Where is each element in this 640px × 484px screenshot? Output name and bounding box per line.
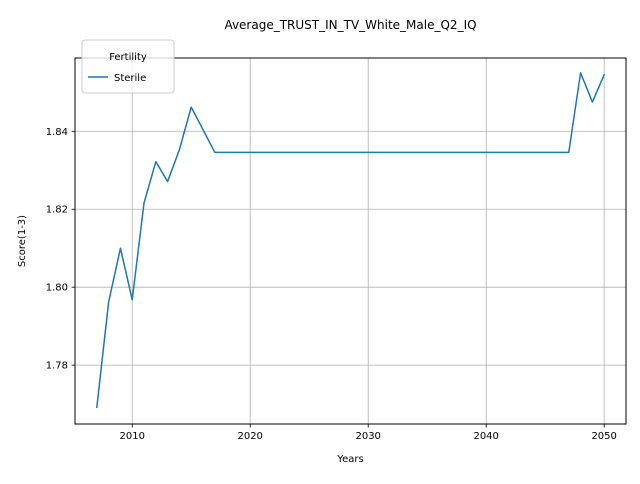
- x-axis-ticks: 2010 2020 2030 2040 2050: [119, 424, 617, 442]
- legend-box: [81, 39, 175, 94]
- series-lines: [96, 72, 606, 409]
- x-tick-label: 2010: [119, 431, 144, 442]
- grid: [75, 58, 626, 424]
- legend: Fertility Sterile: [81, 39, 175, 94]
- y-tick-label: 1.80: [46, 283, 68, 294]
- legend-title: Fertility: [109, 52, 147, 63]
- plot-frame: [74, 57, 627, 425]
- x-tick-label: 2020: [237, 431, 262, 442]
- x-tick-label: 2030: [355, 431, 380, 442]
- x-tick-label: 2050: [591, 431, 616, 442]
- y-tick-label: 1.82: [46, 205, 68, 216]
- y-tick-label: 1.78: [46, 361, 68, 372]
- chart-title: Average_TRUST_IN_TV_White_Male_Q2_IQ: [224, 18, 476, 32]
- y-tick-label: 1.84: [46, 127, 68, 138]
- y-axis-ticks: 1.78 1.80 1.82 1.84: [46, 127, 75, 372]
- x-tick-label: 2040: [473, 431, 498, 442]
- legend-label-sterile: Sterile: [114, 73, 146, 84]
- y-axis-label: Score(1-3): [17, 215, 28, 267]
- x-axis-label: Years: [336, 454, 363, 465]
- series-line-sterile: [96, 72, 606, 409]
